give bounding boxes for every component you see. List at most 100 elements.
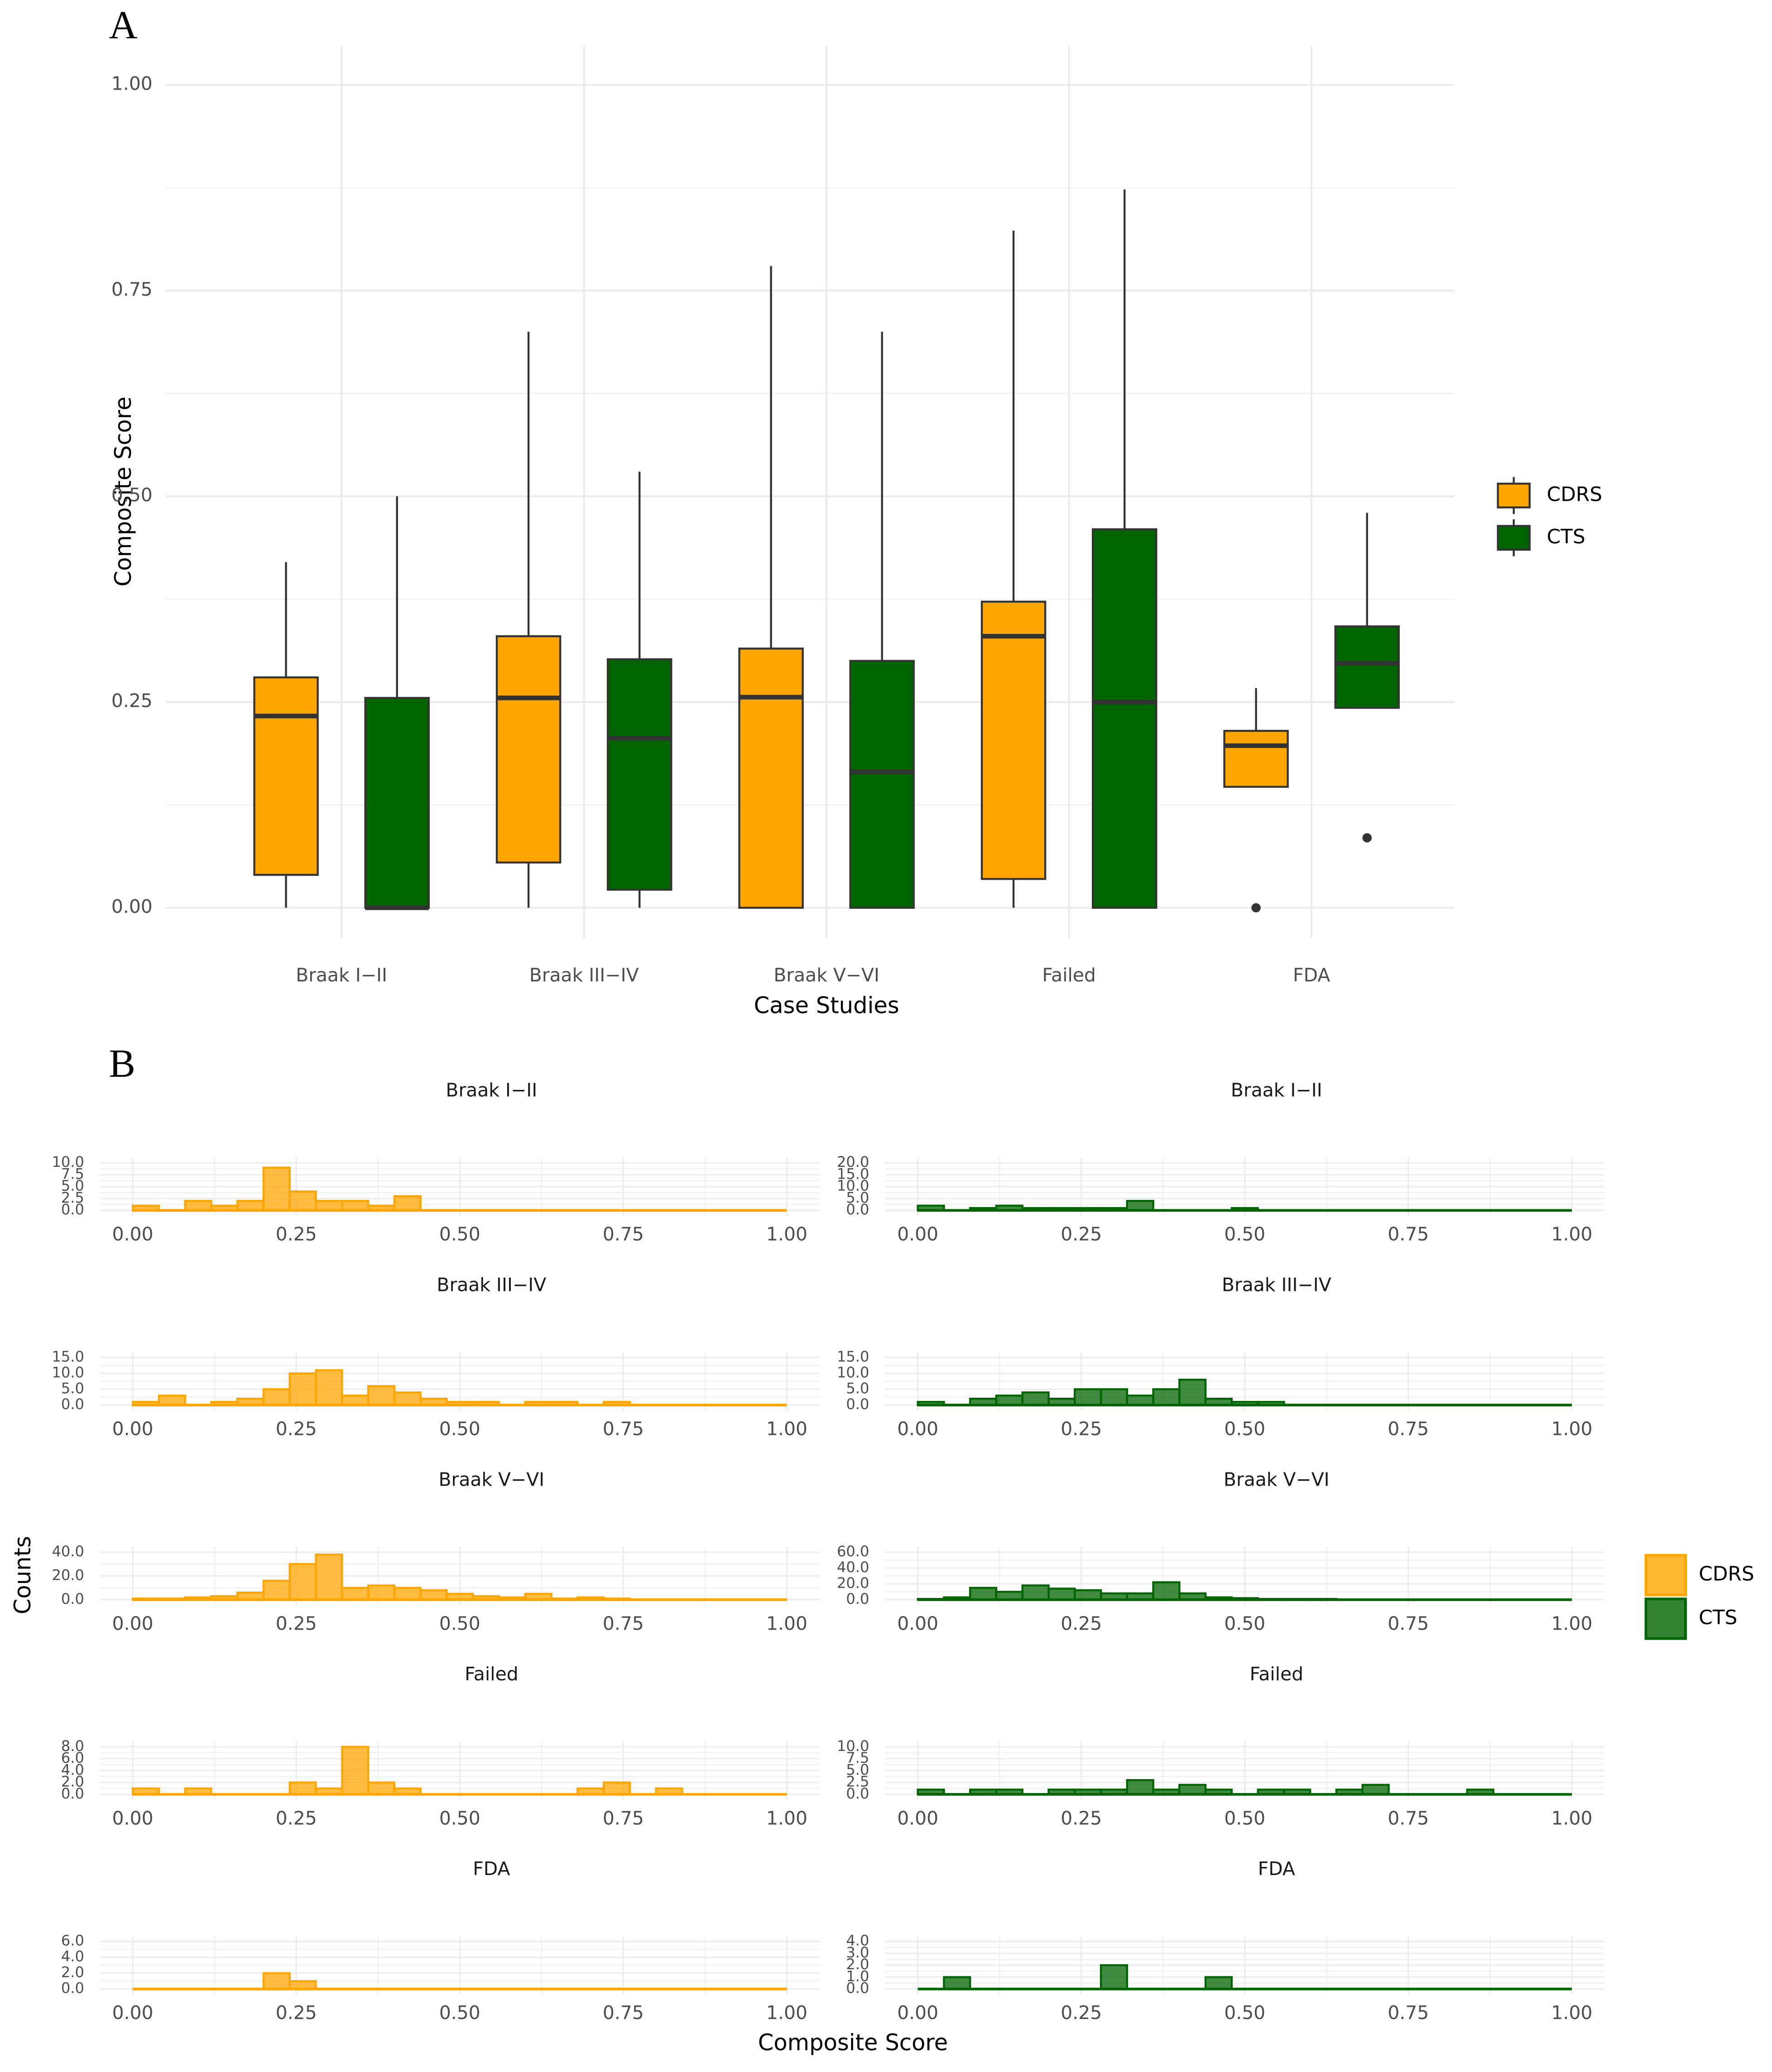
bar <box>367 1781 396 1796</box>
y-tick-label: 1.0 <box>846 1967 869 1985</box>
x-tick-label: 1.00 <box>1551 1418 1593 1440</box>
y-tick-label: 15.0 <box>52 1348 84 1365</box>
x-tick-label: 0.00 <box>112 1612 154 1634</box>
bar <box>1021 1584 1050 1601</box>
box <box>606 658 672 891</box>
legend-label: CTS <box>1547 525 1585 548</box>
x-tick-label: 0.00 <box>897 1223 938 1245</box>
y-tick-label: 0.0 <box>846 1785 869 1802</box>
y-tick-label: 20.0 <box>837 1153 869 1170</box>
x-tick-label: Braak III−IV <box>529 964 639 986</box>
bar <box>367 1385 396 1406</box>
panel-label: B <box>109 1041 135 1085</box>
y-tick-label: 6.0 <box>61 1749 84 1766</box>
y-tick-label: 0.0 <box>846 1201 869 1218</box>
x-tick-label: 0.00 <box>112 1807 154 1829</box>
legend-key <box>1497 482 1531 508</box>
bar <box>341 1200 370 1212</box>
x-tick-label: 1.00 <box>1551 1612 1593 1634</box>
panel-title: Braak V−VI <box>439 1468 545 1490</box>
y-tick-label: 0.0 <box>61 1201 84 1218</box>
x-tick-label: 0.25 <box>1061 1223 1102 1245</box>
box <box>980 600 1047 880</box>
y-tick-label: 1.00 <box>111 73 153 95</box>
y-tick-label: 4.0 <box>61 1761 84 1778</box>
bar <box>1100 1388 1129 1406</box>
y-tick-label: 10.0 <box>837 1177 869 1194</box>
y-tick-label: 10.0 <box>52 1364 84 1381</box>
x-tick-label: 0.75 <box>603 1223 644 1245</box>
y-tick-label: 15.0 <box>837 1165 869 1182</box>
x-tick-label: 0.25 <box>276 1807 317 1829</box>
x-tick-label: 1.00 <box>766 1807 807 1829</box>
x-tick-label: 1.00 <box>766 1612 807 1634</box>
x-tick-label: 0.50 <box>1224 1223 1265 1245</box>
bar <box>1126 1200 1154 1212</box>
box <box>1223 729 1289 788</box>
x-tick-label: 0.75 <box>1388 2002 1429 2024</box>
x-tick-label: 0.50 <box>1224 1807 1265 1829</box>
x-tick-label: 0.25 <box>1061 1612 1102 1634</box>
box <box>495 635 562 864</box>
y-tick-label: 20.0 <box>837 1574 869 1592</box>
legend-label: CDRS <box>1699 1563 1754 1586</box>
x-tick-label: 0.00 <box>897 1807 938 1829</box>
bar <box>1100 1964 1129 1990</box>
outlier <box>1362 833 1372 843</box>
x-tick-label: 0.25 <box>276 1612 317 1634</box>
x-tick-label: 1.00 <box>766 2002 807 2024</box>
legend-key <box>1497 525 1531 551</box>
bar <box>943 1976 971 1990</box>
x-tick-label: 0.50 <box>439 2002 480 2024</box>
y-tick-label: 10.0 <box>837 1737 869 1755</box>
x-tick-label: 0.50 <box>1224 2002 1265 2024</box>
x-axis-title: Composite Score <box>758 2029 948 2056</box>
x-axis-title: Case Studies <box>754 992 899 1018</box>
box <box>1334 625 1400 709</box>
bar <box>1126 1394 1154 1406</box>
x-tick-label: 0.25 <box>1061 1418 1102 1440</box>
x-tick-label: 0.50 <box>439 1612 480 1634</box>
x-tick-label: 0.75 <box>1388 1223 1429 1245</box>
panel-title: Braak I−II <box>1231 1079 1322 1101</box>
x-tick-label: 0.50 <box>439 1223 480 1245</box>
y-tick-label: 5.0 <box>61 1380 84 1397</box>
y-tick-label: 2.5 <box>846 1773 869 1790</box>
y-axis-title: Counts <box>10 1536 36 1614</box>
x-tick-label: Braak I−II <box>296 964 387 986</box>
y-tick-label: 8.0 <box>61 1737 84 1755</box>
y-tick-label: 40.0 <box>837 1559 869 1576</box>
y-tick-label: 5.0 <box>846 1761 869 1778</box>
bar <box>1152 1581 1181 1601</box>
x-tick-label: 0.50 <box>439 1807 480 1829</box>
x-tick-label: 0.75 <box>603 2002 644 2024</box>
y-tick-label: 2.5 <box>61 1189 84 1206</box>
x-tick-label: 0.25 <box>276 1418 317 1440</box>
panel-title: Failed <box>1250 1663 1304 1685</box>
x-tick-label: 0.75 <box>603 1807 644 1829</box>
x-tick-label: 0.00 <box>897 1418 938 1440</box>
panel-label: A <box>109 3 138 47</box>
y-tick-label: 4.0 <box>61 1948 84 1965</box>
panel-title: FDA <box>473 1858 510 1880</box>
bar <box>995 1394 1023 1406</box>
x-tick-label: 0.75 <box>1388 1807 1429 1829</box>
legend-key <box>1644 1554 1687 1597</box>
outlier <box>1251 903 1261 913</box>
box <box>364 697 430 909</box>
y-tick-label: 4.0 <box>846 1932 869 1949</box>
bar <box>262 1388 291 1406</box>
bar <box>288 1563 317 1601</box>
y-tick-label: 0.0 <box>61 1785 84 1802</box>
bar <box>1126 1779 1154 1796</box>
y-tick-label: 0.0 <box>846 1396 869 1413</box>
bar <box>184 1200 212 1212</box>
bar <box>315 1200 343 1212</box>
x-tick-label: 0.00 <box>897 2002 938 2024</box>
bar <box>236 1200 265 1212</box>
x-tick-label: 0.50 <box>439 1418 480 1440</box>
bar <box>315 1369 343 1406</box>
legend-label: CTS <box>1699 1606 1737 1629</box>
x-tick-label: 0.25 <box>1061 2002 1102 2024</box>
